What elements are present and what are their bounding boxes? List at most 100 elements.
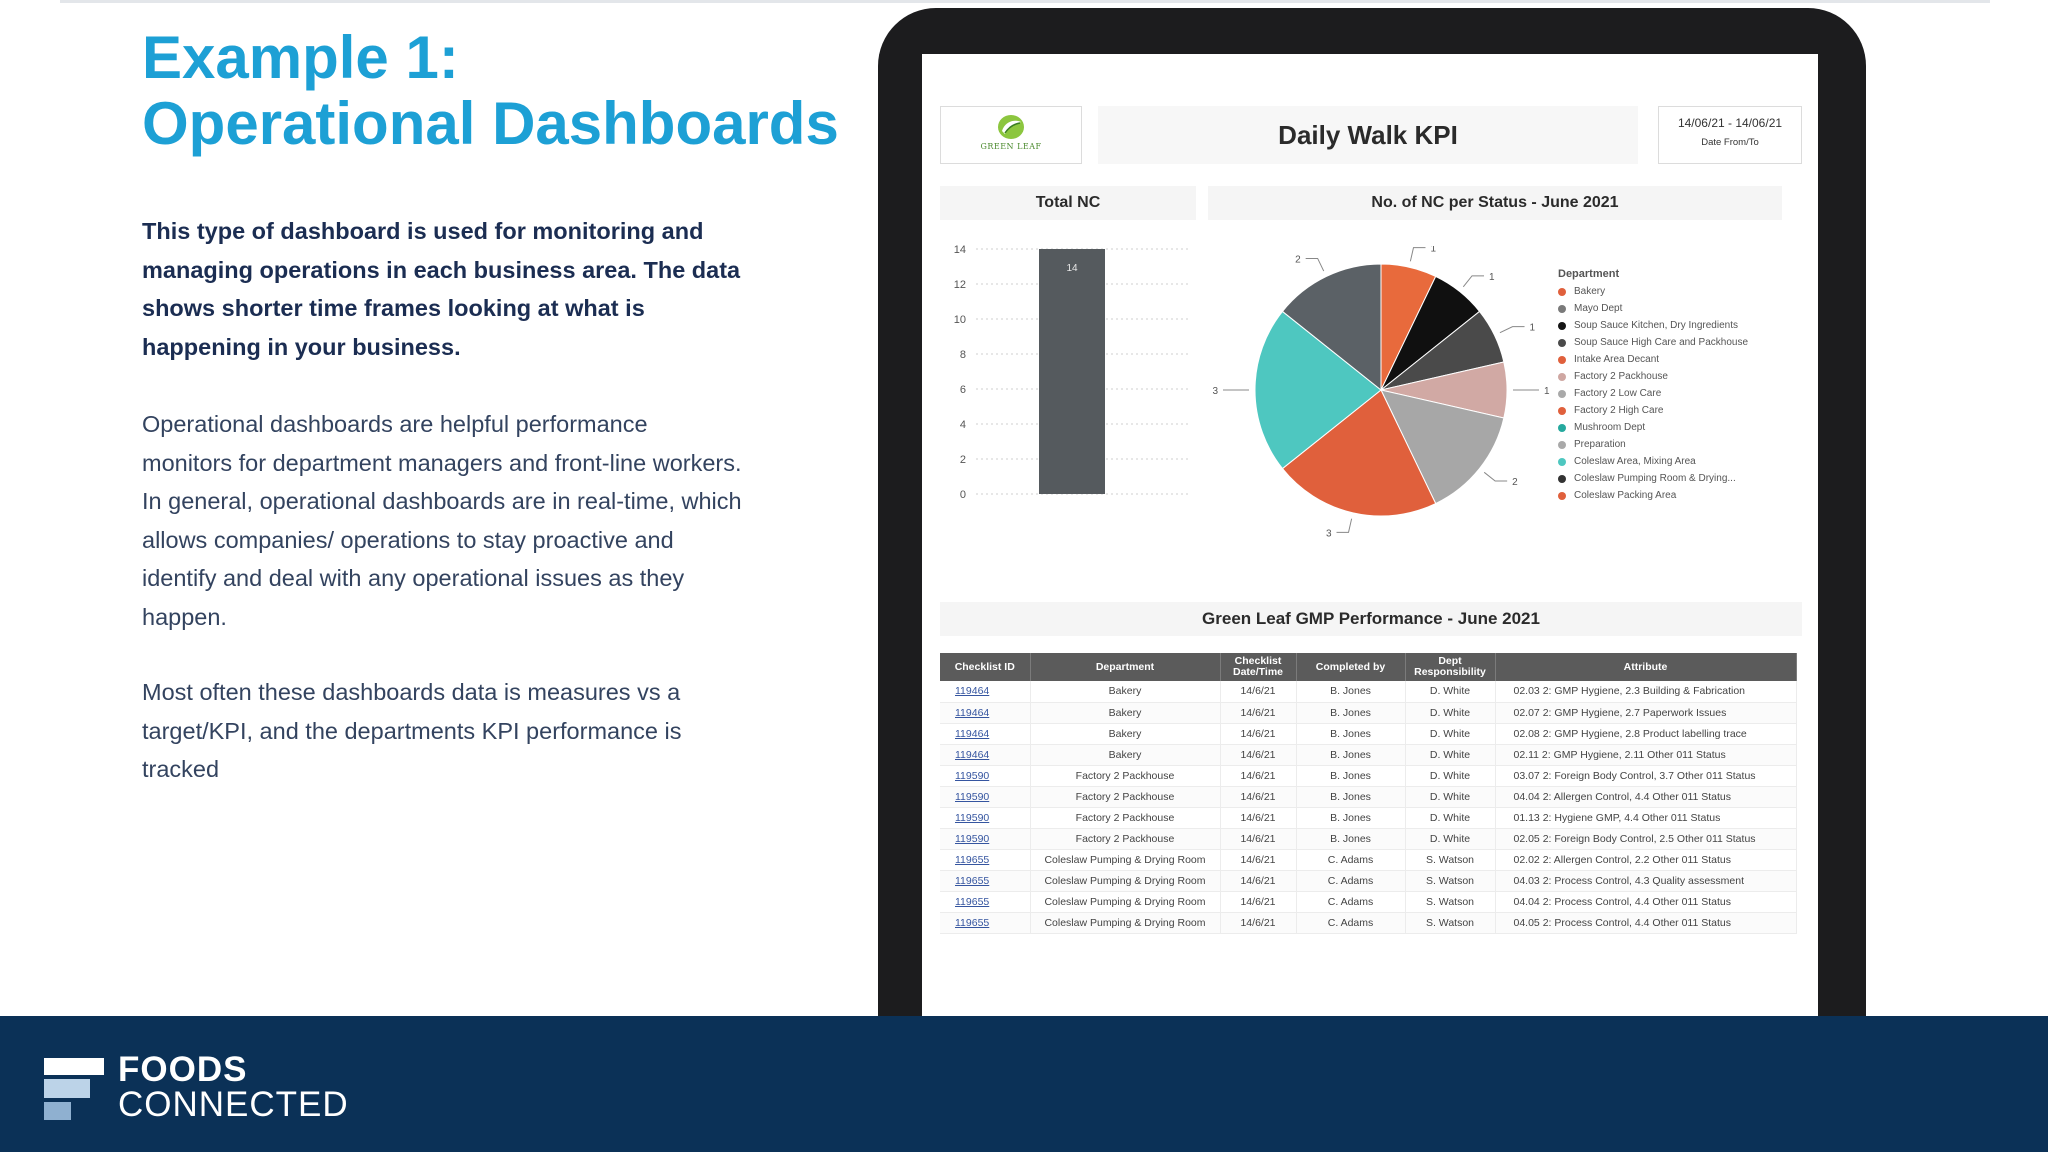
- completed-by-cell: B. Jones: [1296, 807, 1406, 829]
- bar: [1039, 249, 1105, 494]
- checklist-id-link[interactable]: 119464: [940, 681, 1031, 703]
- legend-swatch: [1558, 372, 1566, 381]
- table-row: 119464 Bakery 14/6/21 B. Jones D. White 02.07…: [940, 702, 1797, 724]
- date-filter[interactable]: 14/06/21 - 14/06/21 Date From/To: [1658, 106, 1802, 164]
- legend-swatch: [1558, 406, 1566, 415]
- completed-by-cell: B. Jones: [1296, 681, 1406, 703]
- slide-title-line1: Example 1:: [142, 24, 459, 91]
- checklist-id-link[interactable]: 119590: [940, 828, 1031, 850]
- table-row: 119590 Factory 2 Packhouse 14/6/21 B. Jones…: [940, 786, 1797, 808]
- checklist-id-link[interactable]: 119464: [940, 744, 1031, 766]
- legend-swatch: [1558, 457, 1566, 466]
- legend-label: Factory 2 Low Care: [1574, 388, 1662, 399]
- checklist-id-link[interactable]: 119655: [940, 870, 1031, 892]
- checklist-id-link[interactable]: 119655: [940, 891, 1031, 913]
- pie-slice-label: 1: [1430, 246, 1436, 255]
- legend-label: Soup Sauce Kitchen, Dry Ingredients: [1574, 320, 1738, 331]
- legend-label: Coleslaw Area, Mixing Area: [1574, 456, 1696, 467]
- checklist-id-link[interactable]: 119590: [940, 807, 1031, 829]
- department-cell: Bakery: [1030, 702, 1221, 724]
- date-range-value: 14/06/21 - 14/06/21: [1677, 116, 1783, 130]
- table-row: 119590 Factory 2 Packhouse 14/6/21 B. Jones…: [940, 765, 1797, 787]
- department-cell: Bakery: [1030, 681, 1221, 703]
- legend-swatch: [1558, 321, 1566, 330]
- footer-bar: [0, 1016, 2048, 1152]
- pie-slice-label: 3: [1326, 528, 1332, 539]
- checklist-id-link[interactable]: 119590: [940, 786, 1031, 808]
- responsibility-cell: D. White: [1405, 765, 1496, 787]
- completed-by-cell: B. Jones: [1296, 723, 1406, 745]
- gmp-performance-table: Checklist ID Department Checklist Date/Tim…: [940, 653, 1797, 934]
- legend-item: Factory 2 Packhouse: [1558, 368, 1778, 385]
- legend-label: Factory 2 Packhouse: [1574, 371, 1668, 382]
- column-header: Attribute: [1495, 653, 1797, 681]
- table-row: 119590 Factory 2 Packhouse 14/6/21 B. Jones…: [940, 828, 1797, 850]
- date-cell: 14/6/21: [1220, 765, 1297, 787]
- pie-slice-label: 1: [1530, 323, 1536, 334]
- leaf-icon: [998, 115, 1024, 139]
- legend-item: Soup Sauce Kitchen, Dry Ingredients: [1558, 317, 1778, 334]
- date-cell: 14/6/21: [1220, 681, 1297, 703]
- column-header: Dept Responsibility: [1405, 653, 1496, 681]
- pie-legend: Department Bakery Mayo Dept Soup Sauce Kit…: [1558, 268, 1778, 504]
- checklist-id-link[interactable]: 119655: [940, 912, 1031, 934]
- y-tick-label: 2: [960, 454, 966, 466]
- total-nc-bar-chart: 0 2 4 6 8 10 12 14 14: [954, 244, 1190, 501]
- pie-leader-line: [1499, 326, 1525, 334]
- checklist-id-link[interactable]: 119464: [940, 702, 1031, 724]
- date-cell: 14/6/21: [1220, 912, 1297, 934]
- attribute-cell: 02.03 2: GMP Hygiene, 2.3 Building & Fab…: [1495, 681, 1797, 703]
- pie-leader-line: [1462, 275, 1485, 288]
- y-tick-label: 12: [954, 279, 966, 291]
- pie-slice: [1281, 263, 1382, 392]
- attribute-cell: 04.04 2: Allergen Control, 4.4 Other 011…: [1495, 786, 1797, 808]
- date-range-label: Date From/To: [1701, 137, 1759, 148]
- department-cell: Bakery: [1030, 723, 1221, 745]
- legend-swatch: [1558, 491, 1566, 500]
- attribute-cell: 04.04 2: Process Control, 4.4 Other 011 …: [1495, 891, 1797, 913]
- legend-label: Coleslaw Packing Area: [1574, 490, 1677, 501]
- attribute-cell: 02.11 2: GMP Hygiene, 2.11 Other 011 Sta…: [1495, 744, 1797, 766]
- legend-swatch: [1558, 304, 1566, 313]
- table-row: 119655 Coleslaw Pumping & Drying Room 14/6…: [940, 891, 1797, 913]
- department-cell: Coleslaw Pumping & Drying Room: [1030, 870, 1221, 892]
- brand-line-1: FOODS: [118, 1050, 248, 1089]
- dashboard-header: GREEN LEAF Daily Walk KPI 14/06/21 - 14/…: [940, 106, 1802, 164]
- legend-item: Factory 2 High Care: [1558, 402, 1778, 419]
- checklist-id-link[interactable]: 119590: [940, 765, 1031, 787]
- date-cell: 14/6/21: [1220, 723, 1297, 745]
- dashboard-title: Daily Walk KPI: [1098, 106, 1638, 164]
- bar-value-label: 14: [1066, 263, 1078, 274]
- completed-by-cell: B. Jones: [1296, 702, 1406, 724]
- pie-slice-label: 1: [1489, 272, 1495, 283]
- department-cell: Coleslaw Pumping & Drying Room: [1030, 891, 1221, 913]
- pie-leader-line: [1483, 471, 1508, 482]
- date-cell: 14/6/21: [1220, 828, 1297, 850]
- total-nc-heading: Total NC: [940, 186, 1196, 220]
- date-cell: 14/6/21: [1220, 807, 1297, 829]
- legend-item: Soup Sauce High Care and Packhouse: [1558, 334, 1778, 351]
- responsibility-cell: S. Watson: [1405, 849, 1496, 871]
- legend-swatch: [1558, 440, 1566, 449]
- date-cell: 14/6/21: [1220, 744, 1297, 766]
- responsibility-cell: D. White: [1405, 681, 1496, 703]
- attribute-cell: 02.02 2: Allergen Control, 2.2 Other 011…: [1495, 849, 1797, 871]
- logo-text: GREEN LEAF: [980, 142, 1042, 151]
- legend-swatch: [1558, 338, 1566, 347]
- attribute-cell: 02.08 2: GMP Hygiene, 2.8 Product labell…: [1495, 723, 1797, 745]
- legend-item: Preparation: [1558, 436, 1778, 453]
- y-tick-label: 8: [960, 349, 966, 361]
- department-cell: Factory 2 Packhouse: [1030, 786, 1221, 808]
- department-cell: Factory 2 Packhouse: [1030, 765, 1221, 787]
- pie-slice: [1281, 389, 1437, 517]
- table-row: 119655 Coleslaw Pumping & Drying Room 14/6…: [940, 912, 1797, 934]
- checklist-id-link[interactable]: 119464: [940, 723, 1031, 745]
- checklist-id-link[interactable]: 119655: [940, 849, 1031, 871]
- attribute-cell: 02.07 2: GMP Hygiene, 2.7 Paperwork Issu…: [1495, 702, 1797, 724]
- gmp-performance-heading: Green Leaf GMP Performance - June 2021: [940, 602, 1802, 636]
- department-cell: Bakery: [1030, 744, 1221, 766]
- table-row: 119464 Bakery 14/6/21 B. Jones D. White 02.03…: [940, 681, 1797, 703]
- table-row: 119655 Coleslaw Pumping & Drying Room 14/6…: [940, 870, 1797, 892]
- column-header: Checklist Date/Time: [1220, 653, 1297, 681]
- legend-item: Intake Area Decant: [1558, 351, 1778, 368]
